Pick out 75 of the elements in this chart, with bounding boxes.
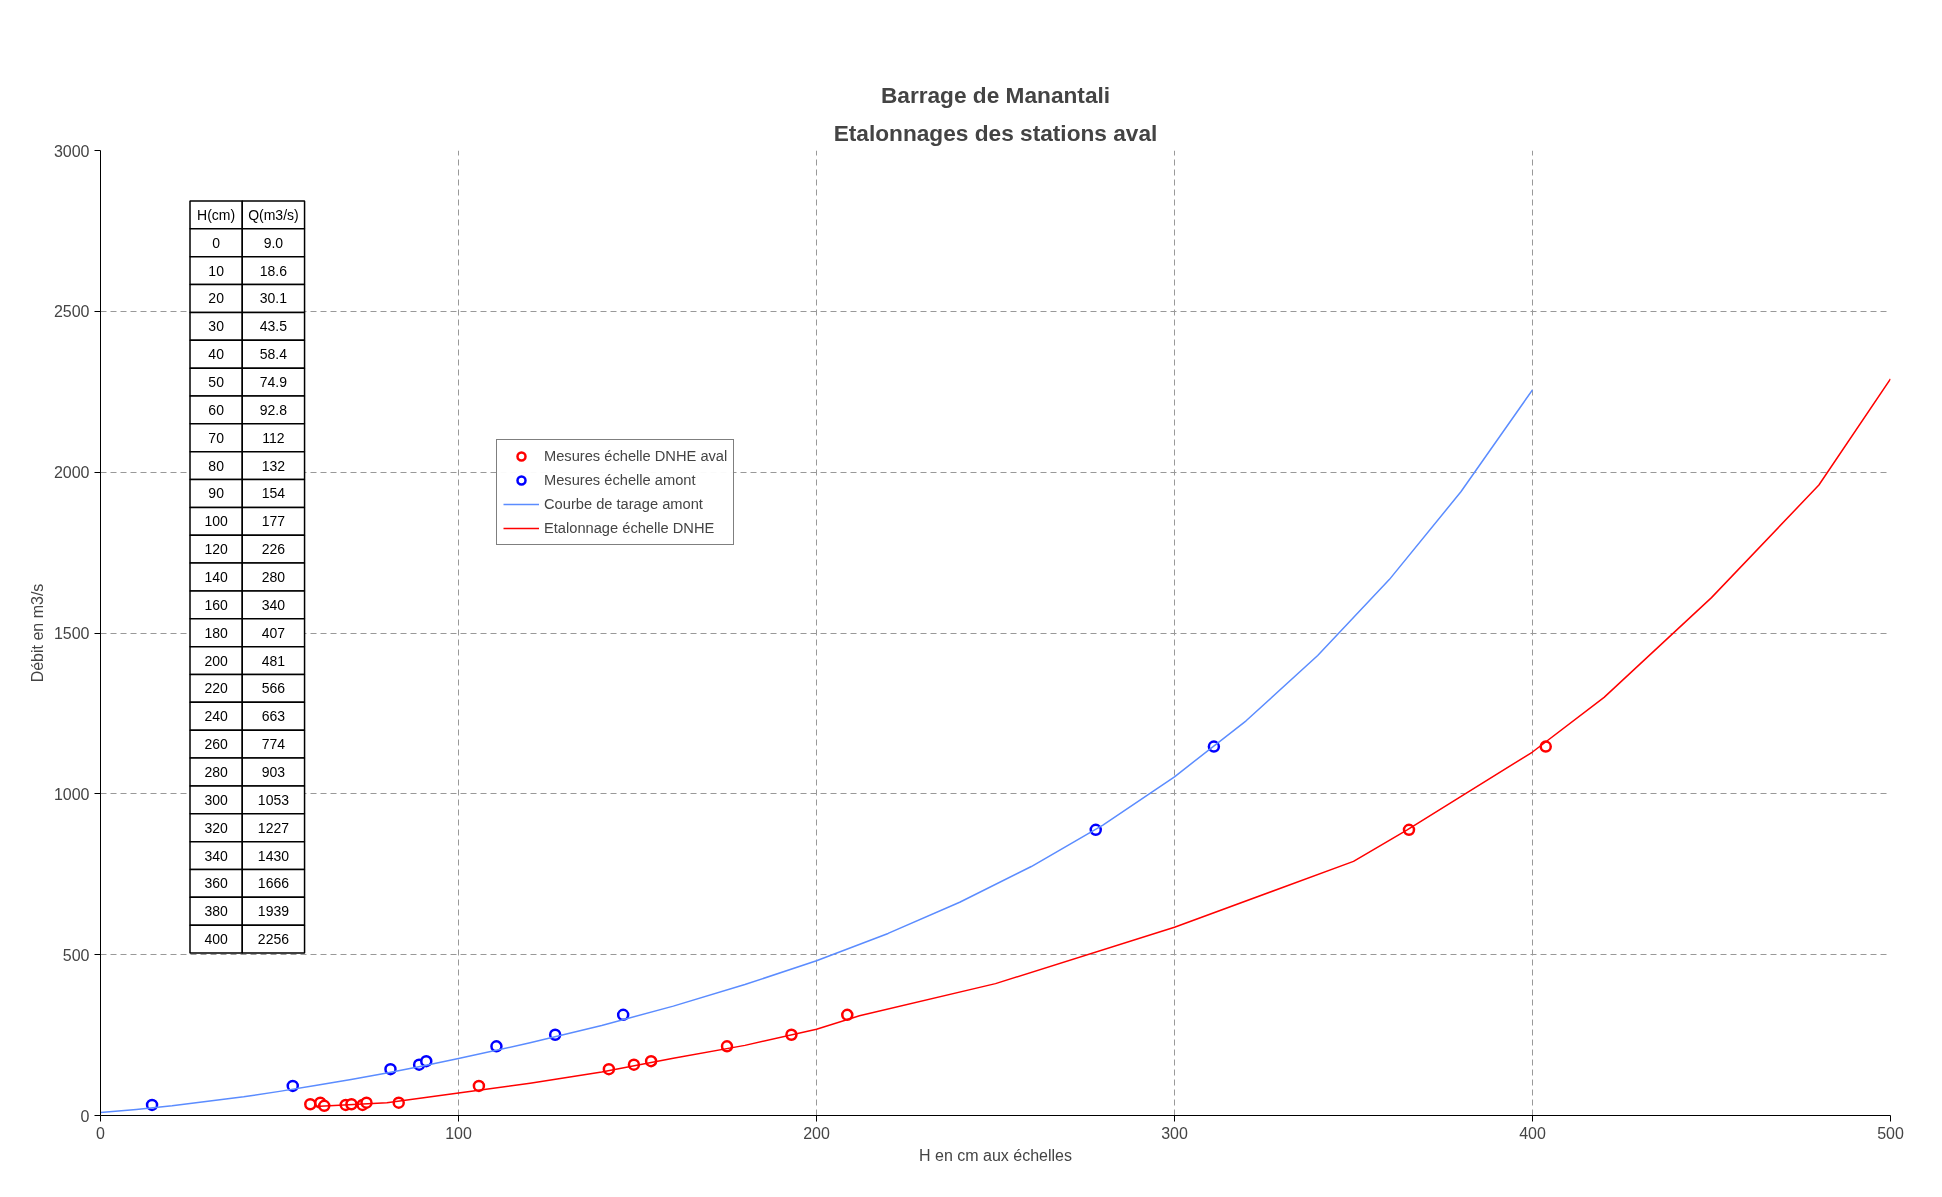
annotation: 380 (204, 903, 229, 920)
annotation: 40 (208, 346, 225, 363)
annotation: 80 (208, 457, 225, 474)
y-axis-title: Débit en m3/s (28, 583, 46, 683)
legend-label: Courbe de tarage amont (544, 496, 703, 512)
annotation: 400 (204, 931, 229, 948)
chart-title: Barrage de Manantali (880, 81, 1111, 108)
x-tick-label: 200 (803, 1124, 830, 1142)
annotation: 160 (204, 596, 229, 613)
annotation: 280 (204, 764, 229, 781)
annotation: 92.8 (259, 401, 288, 418)
annotation: 340 (204, 847, 229, 864)
annotation: 74.9 (259, 374, 288, 391)
annotation: 1430 (257, 847, 290, 864)
legend-label: Mesures échelle amont (544, 472, 696, 488)
x-axis-title: H en cm aux échelles (919, 1146, 1072, 1164)
annotation: 90 (208, 485, 225, 502)
annotation: 240 (204, 708, 229, 725)
annotation: 9.0 (263, 234, 284, 251)
annotation: 1939 (257, 903, 290, 920)
annotation: 0 (212, 234, 221, 251)
annotation: 180 (204, 624, 229, 641)
x-tick-label: 500 (1877, 1124, 1904, 1142)
annotation: 407 (261, 624, 286, 641)
annotation: 120 (204, 541, 229, 558)
annotation: 340 (261, 596, 286, 613)
annotation: 360 (204, 875, 229, 892)
chart-subtitle: Etalonnages des stations aval (833, 119, 1158, 146)
x-tick-label: 300 (1161, 1124, 1188, 1142)
legend-label: Mesures échelle DNHE aval (544, 448, 728, 464)
annotation: 1227 (257, 819, 290, 836)
annotation: 60 (208, 401, 225, 418)
annotation: 260 (204, 736, 229, 753)
annotation: 58.4 (259, 346, 288, 363)
annotation: 1666 (257, 875, 290, 892)
annotation: 20 (208, 290, 225, 307)
annotation: 320 (204, 819, 229, 836)
annotation: 300 (204, 791, 229, 808)
annotation: 481 (261, 652, 286, 669)
y-tick-label: 3000 (53, 142, 90, 160)
annotation: 566 (261, 680, 286, 697)
annotation: 10 (208, 262, 225, 279)
annotation: 663 (261, 708, 286, 725)
annotation: 774 (261, 736, 286, 753)
annotation: 1053 (257, 791, 290, 808)
annotation: 220 (204, 680, 229, 697)
annotation: 30.1 (259, 290, 288, 307)
annotation: 43.5 (259, 318, 288, 335)
annotation: 100 (204, 513, 229, 530)
annotation: 18.6 (259, 262, 288, 279)
annotation: 903 (261, 764, 286, 781)
annotation: 280 (261, 569, 286, 586)
annotation: 226 (261, 541, 286, 558)
annotation: 140 (204, 569, 229, 586)
annotation: 132 (261, 457, 286, 474)
annotation: Q(m3/s) (248, 206, 299, 223)
legend-label: Etalonnage échelle DNHE (544, 520, 715, 536)
x-tick-label: 0 (96, 1124, 106, 1142)
y-tick-label: 0 (80, 1107, 90, 1125)
annotation: 154 (261, 485, 286, 502)
y-tick-label: 2000 (53, 464, 90, 482)
y-tick-label: 500 (62, 946, 90, 964)
y-tick-label: 1500 (53, 625, 90, 642)
annotation: 177 (261, 513, 286, 530)
annotation: 50 (208, 374, 225, 391)
x-tick-label: 400 (1519, 1124, 1546, 1142)
annotation: 70 (208, 429, 225, 446)
annotation: 2256 (257, 931, 290, 948)
y-tick-label: 1000 (53, 785, 90, 803)
annotation: H(cm) (197, 206, 236, 223)
annotation: 200 (204, 652, 229, 669)
annotation: 30 (208, 318, 225, 335)
annotation: 112 (262, 429, 285, 446)
x-tick-label: 100 (445, 1124, 472, 1142)
y-tick-label: 2500 (53, 303, 90, 321)
